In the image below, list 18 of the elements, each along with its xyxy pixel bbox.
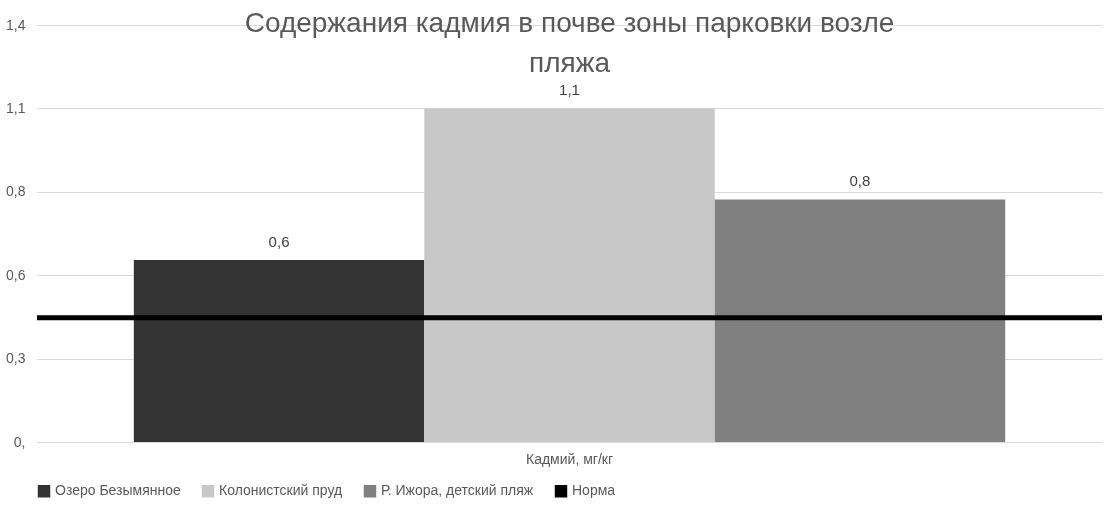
y-tick-label: 0, [13, 433, 26, 450]
y-tick-label: 0,6 [6, 266, 26, 283]
data-label: 1,1 [559, 81, 580, 99]
y-tick-label: 1,4 [6, 16, 26, 33]
chart-title: Содержания кадмия в почве зоны парковки возле пляжа [244, 7, 895, 78]
y-tick-label: 1,1 [6, 99, 26, 116]
x-tick-label: Кадмий, мг/кг [525, 450, 614, 467]
legend-label: Озеро Безымянное [55, 482, 181, 499]
bar [133, 260, 425, 442]
y-tick-label: 0,8 [6, 183, 26, 200]
data-label: 0,6 [268, 233, 290, 251]
bar [714, 199, 1006, 442]
legend-label: Колонистский пруд [219, 482, 343, 499]
legend-label: Норма [572, 482, 616, 499]
data-label: 0,8 [849, 172, 871, 190]
bar [424, 108, 715, 442]
y-tick-label: 0,3 [6, 350, 26, 367]
legend-label: Р. Ижора, детский пляж [381, 482, 534, 499]
